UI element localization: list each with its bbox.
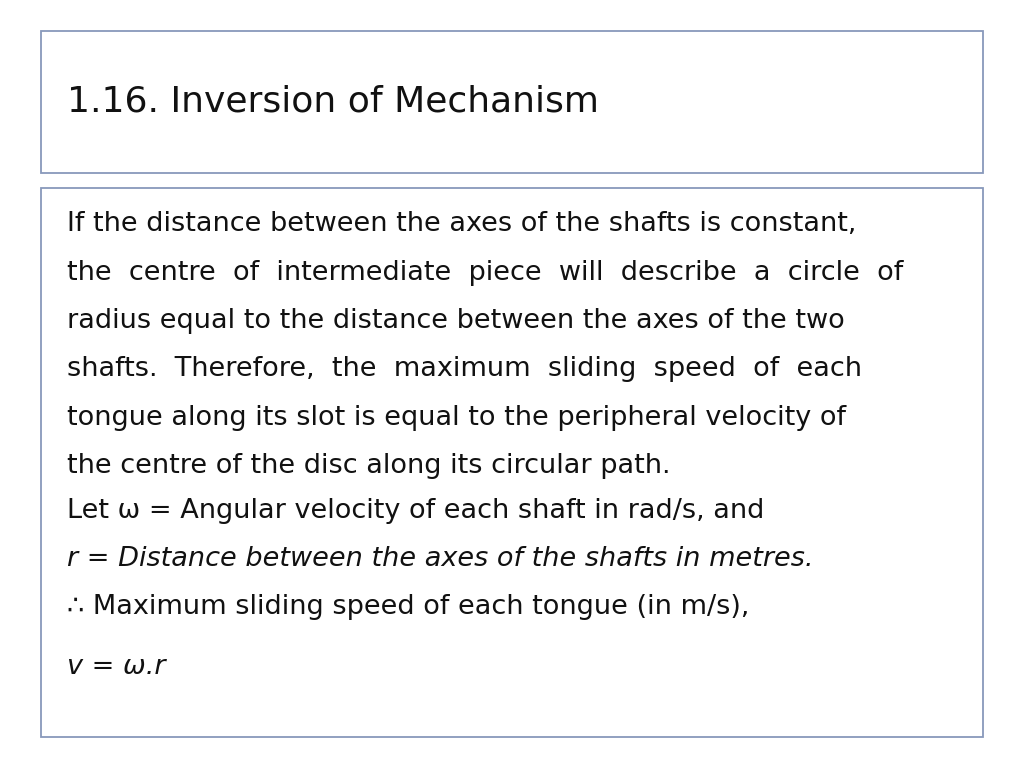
Text: radius equal to the distance between the axes of the two: radius equal to the distance between the… bbox=[67, 308, 845, 334]
Text: r = Distance between the axes of the shafts in metres.: r = Distance between the axes of the sha… bbox=[67, 546, 813, 572]
Text: v = ω.r: v = ω.r bbox=[67, 654, 165, 680]
Text: Let ω = Angular velocity of each shaft in rad/s, and: Let ω = Angular velocity of each shaft i… bbox=[67, 498, 764, 524]
Text: the centre of the disc along its circular path.: the centre of the disc along its circula… bbox=[67, 453, 670, 479]
Text: shafts.  Therefore,  the  maximum  sliding  speed  of  each: shafts. Therefore, the maximum sliding s… bbox=[67, 356, 861, 382]
Text: If the distance between the axes of the shafts is constant,: If the distance between the axes of the … bbox=[67, 211, 856, 237]
Text: 1.16. Inversion of Mechanism: 1.16. Inversion of Mechanism bbox=[67, 84, 599, 118]
Text: tongue along its slot is equal to the peripheral velocity of: tongue along its slot is equal to the pe… bbox=[67, 405, 846, 431]
Text: ∴ Maximum sliding speed of each tongue (in m/s),: ∴ Maximum sliding speed of each tongue (… bbox=[67, 594, 749, 621]
Text: the  centre  of  intermediate  piece  will  describe  a  circle  of: the centre of intermediate piece will de… bbox=[67, 260, 903, 286]
